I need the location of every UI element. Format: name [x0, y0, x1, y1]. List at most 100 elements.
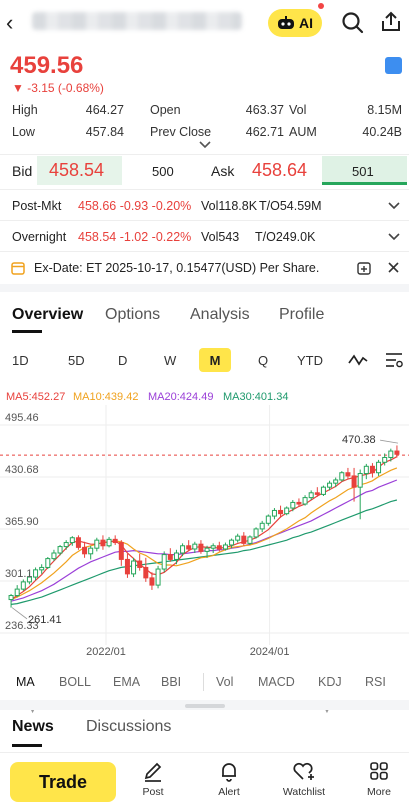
candle-body — [137, 560, 143, 568]
candle-body — [149, 577, 155, 586]
candle-body — [20, 581, 26, 590]
search-icon[interactable] — [340, 10, 366, 36]
candle-body — [131, 560, 137, 575]
x-tick-label: 2024/01 — [250, 646, 290, 658]
period-w[interactable]: W — [164, 353, 177, 368]
chart-type-icon[interactable] — [348, 353, 368, 367]
candle-body — [357, 473, 363, 488]
candle-body — [394, 450, 400, 455]
ai-button[interactable]: AI — [268, 9, 322, 37]
tab-news[interactable]: News — [12, 718, 54, 735]
tab-profile[interactable]: Profile — [279, 306, 325, 323]
section-divider — [0, 284, 409, 292]
ma20-line — [10, 479, 398, 602]
x-tick-label: 2022/01 — [86, 646, 126, 658]
price-chart[interactable]: 495.46 430.68 365.90 301.1 236.33 2022/01 2024… — [0, 405, 409, 663]
bell-icon — [222, 763, 236, 782]
ma10-line — [10, 467, 398, 601]
candle-body — [100, 539, 106, 547]
ext-label: Overnight — [12, 230, 67, 244]
notification-dot — [318, 3, 324, 9]
tab-analysis[interactable]: Analysis — [190, 306, 250, 323]
chevron-down-icon[interactable] — [388, 233, 400, 241]
indicator-bbi[interactable]: BBI — [161, 675, 182, 689]
low-annotation-leader — [11, 607, 28, 620]
ext-turnover: T/O54.59M — [259, 199, 322, 213]
period-m-selected[interactable]: M — [199, 348, 231, 372]
ask-price: 458.64 — [252, 160, 308, 180]
nav-post[interactable]: Post — [121, 760, 185, 798]
ma30-line — [11, 499, 398, 605]
indicator-ema[interactable]: EMA — [113, 675, 141, 689]
indicator-macd[interactable]: MACD — [258, 675, 295, 689]
ask-label: Ask — [211, 163, 235, 179]
period-5d[interactable]: 5D — [68, 353, 85, 368]
trade-button[interactable]: Trade — [10, 762, 116, 802]
low-annotation: 261.41 — [28, 614, 62, 626]
indicator-ma[interactable]: MA — [16, 675, 35, 689]
candle-body — [222, 544, 228, 550]
price-change: ▼ -3.15 (-0.68%) — [12, 81, 104, 95]
stat-label: AUM — [289, 125, 317, 139]
candle-body — [161, 554, 167, 570]
news-tab-underline — [12, 744, 42, 747]
indicator-vol[interactable]: Vol — [216, 675, 234, 689]
candle-body — [14, 588, 20, 597]
candle-body — [259, 522, 265, 530]
nav-alert[interactable]: Alert — [197, 760, 261, 798]
candle-body — [229, 539, 235, 546]
post-market-row[interactable]: Post-Mkt 458.66 -0.93 -0.20% Vol118.8K T… — [0, 189, 409, 220]
robot-icon — [278, 16, 294, 29]
overnight-row[interactable]: Overnight 458.54 -1.02 -0.22% Vol543 T/O… — [0, 220, 409, 251]
bid-highlight — [37, 156, 122, 185]
translate-icon[interactable] — [385, 57, 402, 74]
add-calendar-icon[interactable] — [357, 261, 371, 275]
candle-body — [216, 545, 222, 550]
expand-chevron-icon[interactable] — [199, 141, 211, 149]
candle-body — [51, 552, 57, 560]
period-q[interactable]: Q — [258, 353, 269, 368]
active-tab-underline — [12, 330, 42, 333]
close-icon[interactable] — [387, 261, 400, 274]
tab-options[interactable]: Options — [105, 306, 161, 323]
candle-body — [327, 482, 333, 488]
grid-icon — [370, 762, 388, 780]
candle-body — [82, 546, 88, 555]
candle-body — [198, 543, 204, 552]
period-ytd[interactable]: YTD ▼ — [297, 353, 331, 715]
high-annotation: 470.38 — [342, 434, 376, 446]
nav-watchlist[interactable]: Watchlist — [272, 760, 336, 798]
drag-handle[interactable] — [185, 704, 225, 708]
chevron-down-icon[interactable] — [388, 202, 400, 210]
indicator-rsi[interactable]: RSI — [365, 675, 386, 689]
high-annotation-leader — [379, 439, 399, 444]
candle-body — [265, 515, 271, 524]
indicator-kdj[interactable]: KDJ — [318, 675, 342, 689]
indicator-boll[interactable]: BOLL — [59, 675, 91, 689]
candle-body — [75, 537, 81, 548]
bid-price: 458.54 — [49, 160, 105, 180]
period-d[interactable]: D — [118, 353, 128, 368]
nav-more[interactable]: More — [347, 760, 409, 798]
y-tick-label: 365.90 — [5, 516, 39, 528]
candle-body — [339, 472, 345, 481]
ext-turnover: T/O249.0K — [255, 230, 316, 244]
candle-body — [143, 566, 149, 579]
candle-body — [210, 545, 216, 549]
ask-size: 501 — [352, 164, 374, 179]
candle-body — [363, 465, 369, 475]
candle-body — [388, 450, 394, 458]
chart-settings-icon[interactable] — [384, 352, 404, 368]
tab-overview[interactable]: Overview — [12, 306, 84, 323]
period-1d[interactable]: 1D ▼ — [12, 353, 37, 715]
stat-label: Vol — [289, 103, 307, 117]
ex-date-notice[interactable]: Ex-Date: ET 2025-10-17, 0.15477(USD) Per… — [0, 251, 409, 283]
blurred-title — [32, 12, 242, 30]
share-icon[interactable] — [378, 9, 404, 35]
back-icon[interactable]: ‹ — [6, 10, 14, 35]
candle-body — [8, 595, 14, 601]
ma10-legend: MA10:439.42 — [73, 391, 139, 403]
tab-discussions[interactable]: Discussions — [86, 718, 172, 735]
candle-body — [167, 554, 173, 560]
candle-body — [247, 536, 253, 544]
